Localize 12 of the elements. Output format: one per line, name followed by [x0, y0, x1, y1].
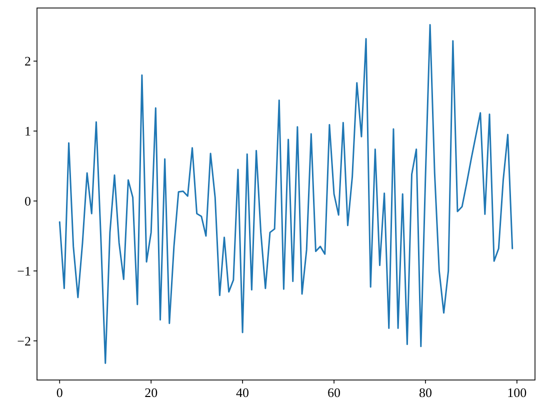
- x-tick-label: 40: [236, 385, 250, 400]
- x-tick-label: 100: [507, 385, 527, 400]
- x-tick-label: 0: [56, 385, 63, 400]
- x-tick-label: 20: [144, 385, 158, 400]
- x-tick-label: 80: [418, 385, 432, 400]
- y-tick-label: −2: [17, 333, 31, 348]
- line-series: [58, 24, 514, 364]
- y-tick-label: 1: [24, 124, 31, 139]
- y-tick-label: −1: [17, 263, 31, 278]
- x-tick-label: 60: [328, 385, 341, 400]
- y-tick-label: 0: [24, 194, 31, 209]
- y-tick-label: 2: [24, 54, 31, 69]
